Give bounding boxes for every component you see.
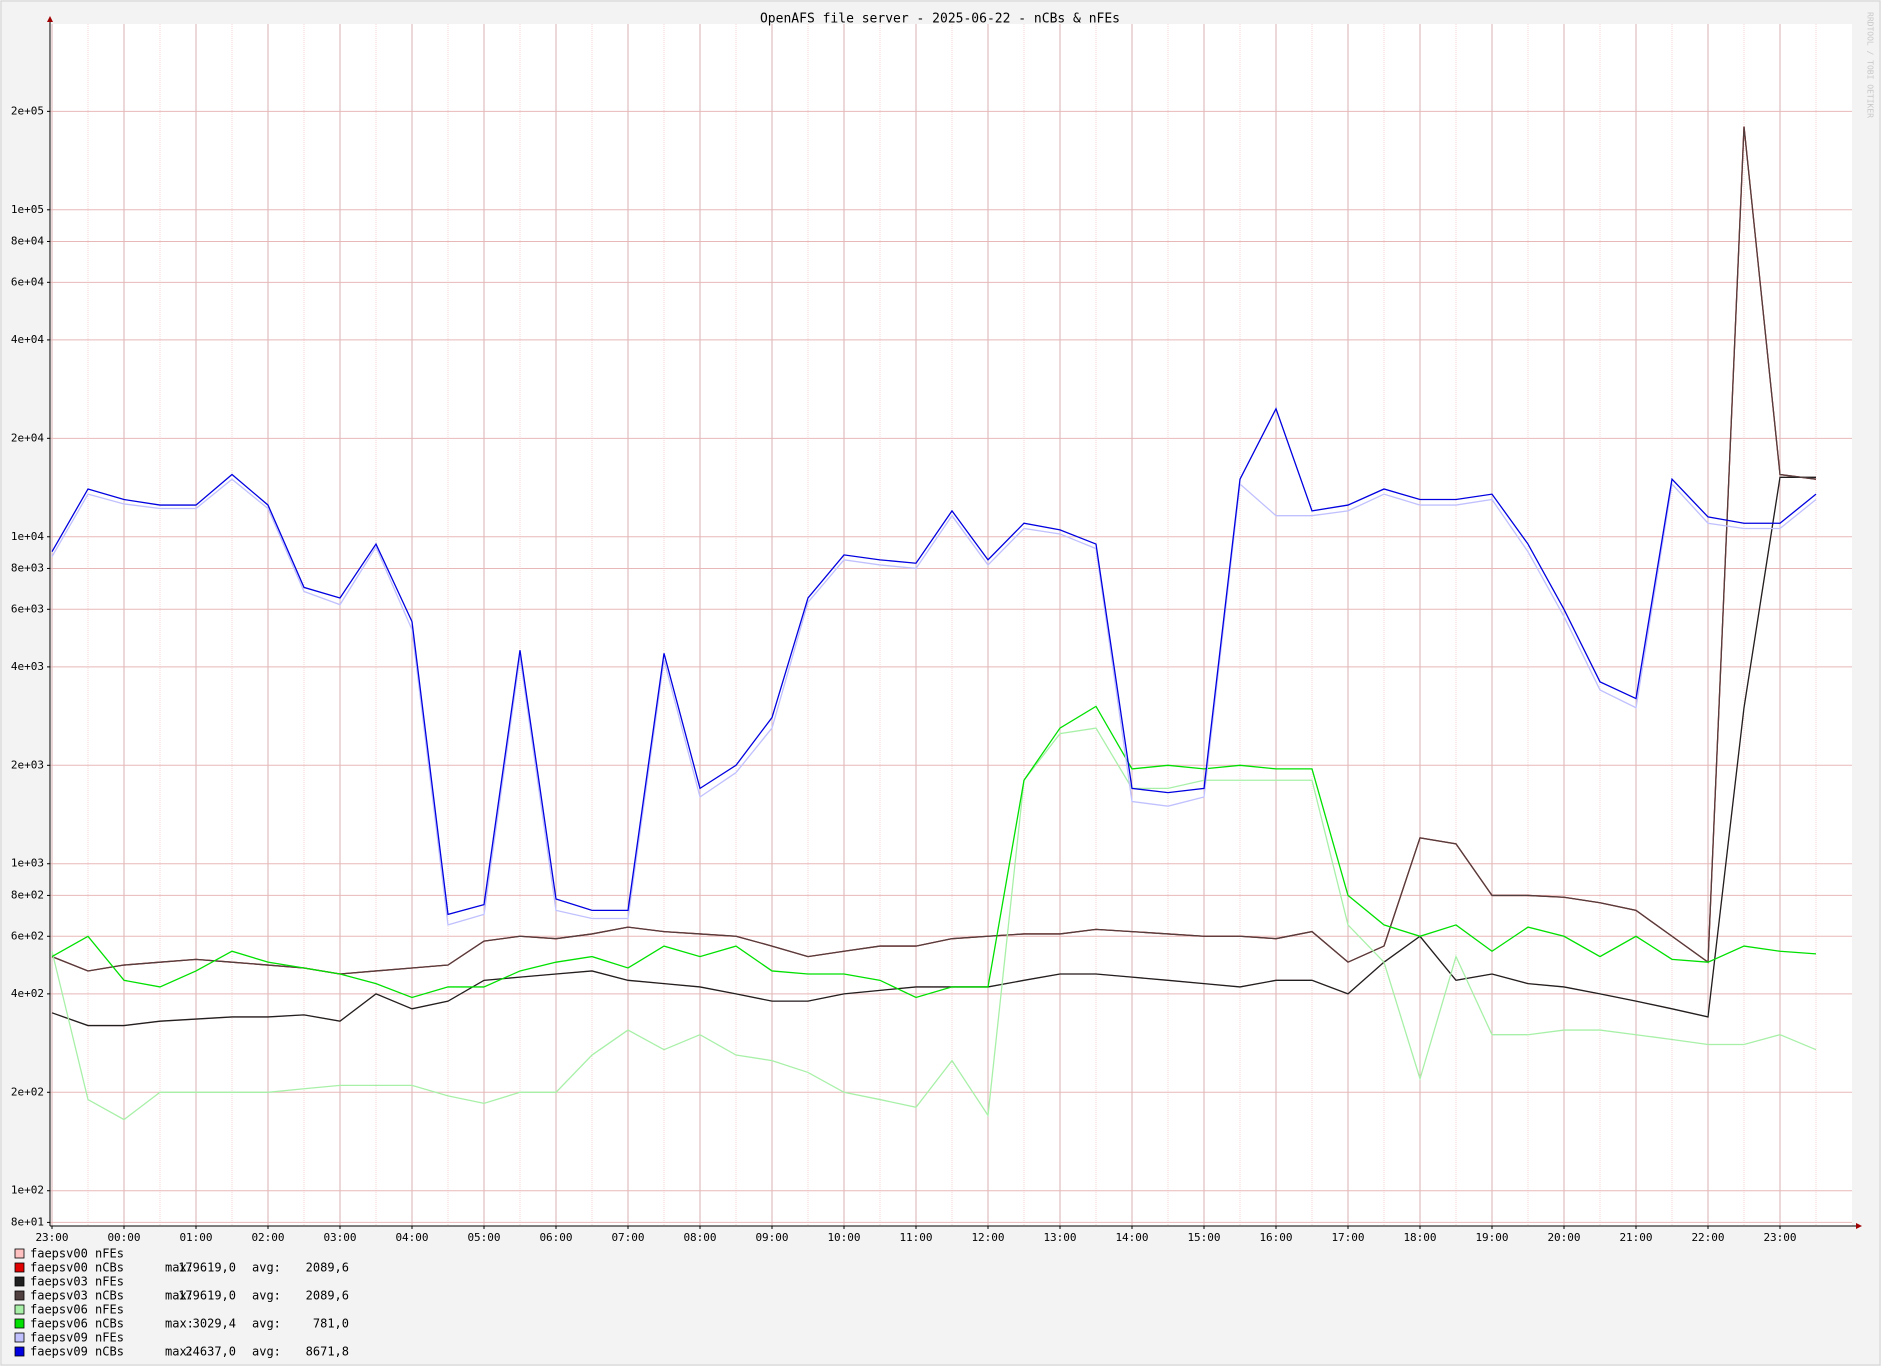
x-tick-label: 20:00 [1547,1231,1580,1244]
x-tick-label: 10:00 [827,1231,860,1244]
legend-avg-text: avg: [252,1345,281,1359]
x-tick-label: 03:00 [323,1231,356,1244]
series-line [51,705,1817,999]
legend-swatch [14,1332,25,1343]
y-tick-label: 1e+04 [11,530,44,543]
x-tick-label: 08:00 [683,1231,716,1244]
legend-swatch [14,1262,25,1273]
legend-max-text: max: [165,1261,194,1275]
x-tick-label: 06:00 [539,1231,572,1244]
legend-max: 24637,0 [185,1345,236,1359]
x-tick-label: 13:00 [1043,1231,1076,1244]
legend-max: 179619,0 [178,1289,236,1303]
x-tick-label: 16:00 [1259,1231,1292,1244]
plot-area [50,24,1852,1226]
legend-avg-text: avg: [252,1289,281,1303]
x-tick-label: 01:00 [179,1231,212,1244]
x-tick-label: 07:00 [611,1231,644,1244]
legend-max-text: max: [165,1345,194,1359]
y-tick-label: 4e+03 [11,660,44,673]
legend-label: faepsv09 nFEs [30,1331,124,1345]
legend-swatch [14,1346,25,1357]
series-line [51,478,1817,926]
x-tick-label: 04:00 [395,1231,428,1244]
legend-label: faepsv00 nFEs [30,1247,124,1261]
legend-label: faepsv06 nFEs [30,1303,124,1317]
legend-avg: 8671,8 [306,1345,349,1359]
x-tick-label: 14:00 [1115,1231,1148,1244]
y-tick-label: 4e+04 [11,333,44,346]
axis-arrow [47,16,53,22]
legend-swatch [14,1290,25,1301]
y-tick-label: 8e+02 [11,888,44,901]
y-tick-label: 1e+02 [11,1184,44,1197]
legend-swatch [14,1304,25,1315]
legend-avg: 2089,6 [306,1261,349,1275]
x-tick-label: 05:00 [467,1231,500,1244]
series-line [51,476,1816,1027]
legend-avg-text: avg: [252,1317,281,1331]
x-tick-label: 23:00 [1763,1231,1796,1244]
x-tick-label: 15:00 [1187,1231,1220,1244]
y-tick-label: 2e+03 [11,758,44,771]
x-tick-label: 00:00 [107,1231,140,1244]
legend-label: faepsv09 nCBs [30,1345,124,1359]
series-line [51,126,1817,975]
x-tick-label: 02:00 [251,1231,284,1244]
axis-arrow [1856,1223,1862,1229]
x-tick-label: 12:00 [971,1231,1004,1244]
x-tick-label: 21:00 [1619,1231,1652,1244]
legend-label: faepsv03 nFEs [30,1275,124,1289]
legend-max-text: max: [165,1289,194,1303]
legend-avg-text: avg: [252,1261,281,1275]
x-tick-label: 22:00 [1691,1231,1724,1244]
y-tick-label: 8e+03 [11,561,44,574]
legend-max: 3029,4 [193,1317,236,1331]
legend-max-text: max: [165,1317,194,1331]
y-tick-label: 6e+04 [11,275,44,288]
legend-avg: 2089,6 [306,1289,349,1303]
y-tick-label: 8e+04 [11,234,44,247]
x-tick-label: 11:00 [899,1231,932,1244]
legend-swatch [14,1248,25,1259]
x-tick-label: 17:00 [1331,1231,1364,1244]
y-tick-label: 1e+05 [11,203,44,216]
series-line [51,727,1817,1121]
y-tick-label: 1e+03 [11,857,44,870]
chart-title: OpenAFS file server - 2025-06-22 - nCBs … [760,12,1120,27]
x-tick-label: 19:00 [1475,1231,1508,1244]
legend-label: faepsv03 nCBs [30,1289,124,1303]
legend-max: 179619,0 [178,1261,236,1275]
legend-swatch [14,1276,25,1287]
legend-swatch [14,1318,25,1329]
y-tick-label: 2e+05 [11,104,44,117]
x-tick-label: 18:00 [1403,1231,1436,1244]
y-tick-label: 6e+03 [11,602,44,615]
y-tick-label: 4e+02 [11,987,44,1000]
watermark: RRDTOOL / TOBI OETIKER [1866,12,1875,118]
y-tick-label: 8e+01 [11,1215,44,1228]
legend-avg: 781,0 [313,1317,349,1331]
x-tick-label: 23:00 [35,1231,68,1244]
y-tick-label: 2e+04 [11,431,44,444]
legend-label: faepsv00 nCBs [30,1261,124,1275]
y-tick-label: 6e+02 [11,929,44,942]
legend-label: faepsv06 nCBs [30,1317,124,1331]
series-line [51,407,1817,916]
y-tick-label: 2e+02 [11,1085,44,1098]
x-tick-label: 09:00 [755,1231,788,1244]
